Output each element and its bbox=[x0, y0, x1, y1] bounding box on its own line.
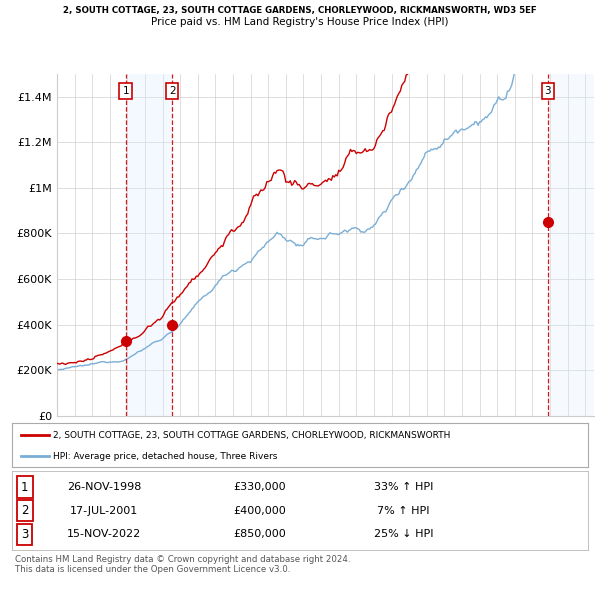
Bar bbox=[125, 74, 172, 416]
Text: 26-NOV-1998: 26-NOV-1998 bbox=[67, 482, 142, 492]
Text: Price paid vs. HM Land Registry's House Price Index (HPI): Price paid vs. HM Land Registry's House … bbox=[151, 17, 449, 27]
Text: £850,000: £850,000 bbox=[233, 529, 286, 539]
Text: 3: 3 bbox=[545, 86, 551, 96]
Text: 2: 2 bbox=[169, 86, 175, 96]
Text: 1: 1 bbox=[122, 86, 129, 96]
Text: 17-JUL-2001: 17-JUL-2001 bbox=[70, 506, 138, 516]
Text: 33% ↑ HPI: 33% ↑ HPI bbox=[374, 482, 433, 492]
Text: HPI: Average price, detached house, Three Rivers: HPI: Average price, detached house, Thre… bbox=[53, 452, 278, 461]
Text: 15-NOV-2022: 15-NOV-2022 bbox=[67, 529, 141, 539]
Text: £330,000: £330,000 bbox=[233, 482, 286, 492]
Text: 7% ↑ HPI: 7% ↑ HPI bbox=[377, 506, 430, 516]
Text: 2, SOUTH COTTAGE, 23, SOUTH COTTAGE GARDENS, CHORLEYWOOD, RICKMANSWORTH: 2, SOUTH COTTAGE, 23, SOUTH COTTAGE GARD… bbox=[53, 431, 451, 440]
Bar bbox=[548, 74, 594, 416]
Text: 2, SOUTH COTTAGE, 23, SOUTH COTTAGE GARDENS, CHORLEYWOOD, RICKMANSWORTH, WD3 5EF: 2, SOUTH COTTAGE, 23, SOUTH COTTAGE GARD… bbox=[63, 6, 537, 15]
Text: £400,000: £400,000 bbox=[233, 506, 286, 516]
Text: 3: 3 bbox=[21, 527, 28, 540]
Text: 2: 2 bbox=[21, 504, 28, 517]
Text: 25% ↓ HPI: 25% ↓ HPI bbox=[374, 529, 433, 539]
Text: Contains HM Land Registry data © Crown copyright and database right 2024.
This d: Contains HM Land Registry data © Crown c… bbox=[15, 555, 350, 574]
Text: 1: 1 bbox=[21, 481, 28, 494]
